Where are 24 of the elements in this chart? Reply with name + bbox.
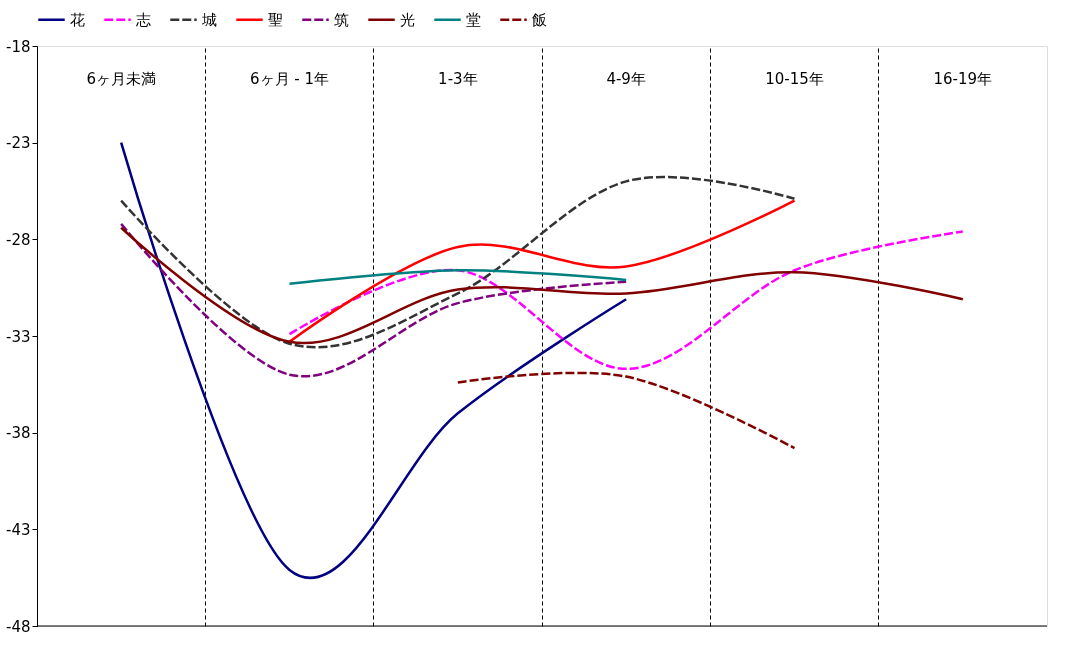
legend-label: 飯: [532, 10, 547, 29]
y-tick-label: -23: [6, 134, 31, 153]
y-tick-label: -33: [6, 327, 31, 346]
y-tick-label: -18: [6, 37, 31, 56]
x-tick-label: 10-15年: [765, 69, 824, 88]
legend-label: 筑: [334, 10, 349, 29]
y-tick-label: -43: [6, 520, 31, 539]
x-tick-label: 16-19年: [933, 69, 993, 88]
legend-label: 志: [136, 10, 151, 29]
legend-label: 光: [400, 10, 415, 29]
legend-label: 花: [70, 10, 85, 29]
line-series: [288, 230, 965, 371]
legend-label: 城: [201, 10, 217, 29]
x-tick-label: 6ヶ月 - 1年: [249, 69, 330, 88]
x-tick-label: 1-3年: [438, 69, 478, 88]
y-tick-label: -48: [6, 617, 31, 636]
legend-label: 堂: [466, 10, 481, 29]
line-series: [288, 199, 796, 344]
y-tick-label: -38: [6, 424, 31, 443]
x-tick-label: 4-9年: [606, 69, 646, 88]
line-series: [119, 226, 965, 345]
x-tick-label: 6ヶ月未満: [86, 69, 156, 88]
y-tick-label: -28: [6, 230, 31, 249]
legend-label: 聖: [268, 10, 283, 29]
